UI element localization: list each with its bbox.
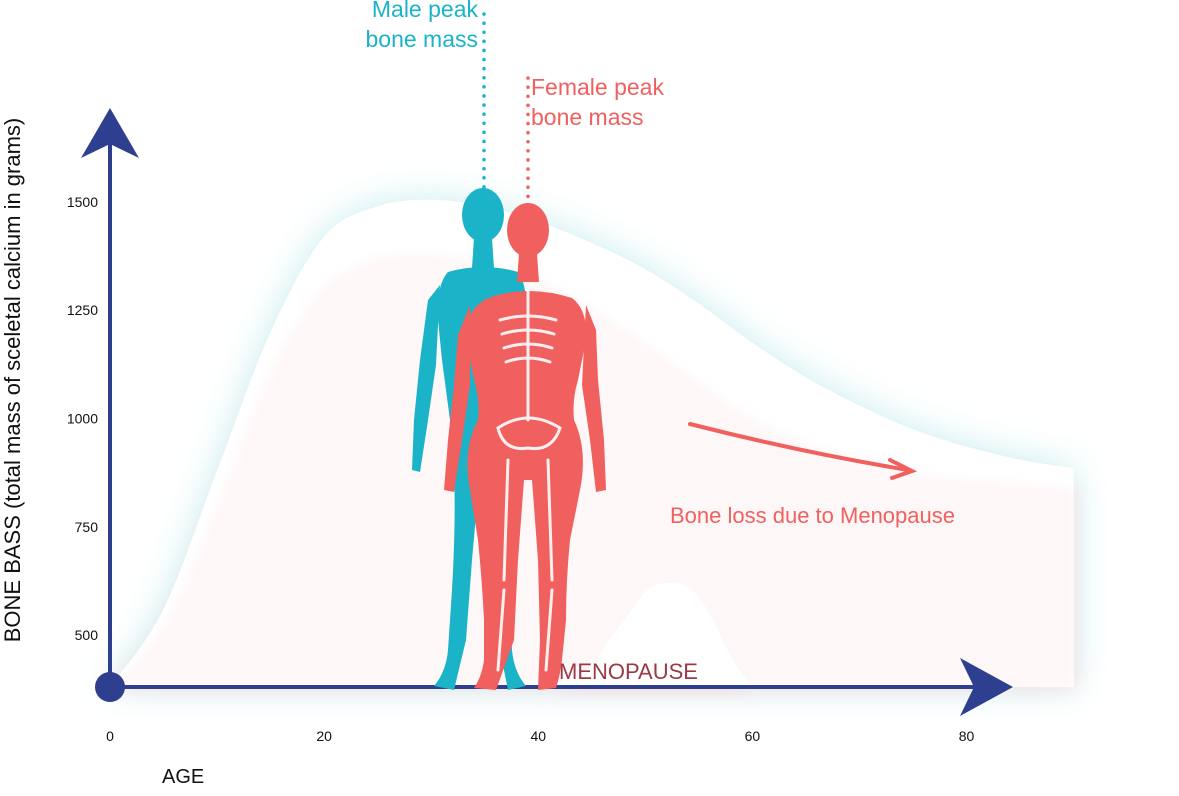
y-tick-labels: 500 750 1000 1250 1500 [67,194,98,643]
x-tick-label: 60 [745,728,761,744]
menopause-label: MENOPAUSE [559,659,698,684]
y-axis-label: BONE BASS (total mass of sceletal calciu… [0,118,25,643]
male-peak-label-line2: bone mass [365,26,478,52]
y-tick-label: 750 [75,519,99,535]
y-tick-label: 1000 [67,411,98,427]
female-peak-label-line1: Female peak [531,74,664,100]
y-tick-label: 1500 [67,194,98,210]
male-peak-label-line1: Male peak [372,0,479,22]
female-body-icon [444,203,606,690]
bone-loss-arrow [688,422,918,480]
origin-dot [95,672,125,702]
x-axis-label: AGE [162,766,204,788]
bone-loss-label: Bone loss due to Menopause [670,503,955,528]
female-bone-mass-area [110,253,1074,688]
x-tick-label: 0 [106,728,114,744]
x-tick-label: 40 [530,728,546,744]
female-peak-label-line2: bone mass [531,104,644,130]
y-tick-label: 500 [75,627,99,643]
menopause-bump-area [538,582,753,687]
x-axis-arrowhead [960,658,1013,716]
x-tick-label: 20 [316,728,332,744]
x-tick-labels: 0 20 40 60 80 [106,728,974,744]
x-tick-label: 80 [959,728,975,744]
y-axis-arrowhead [81,108,139,158]
y-tick-label: 1250 [67,302,98,318]
